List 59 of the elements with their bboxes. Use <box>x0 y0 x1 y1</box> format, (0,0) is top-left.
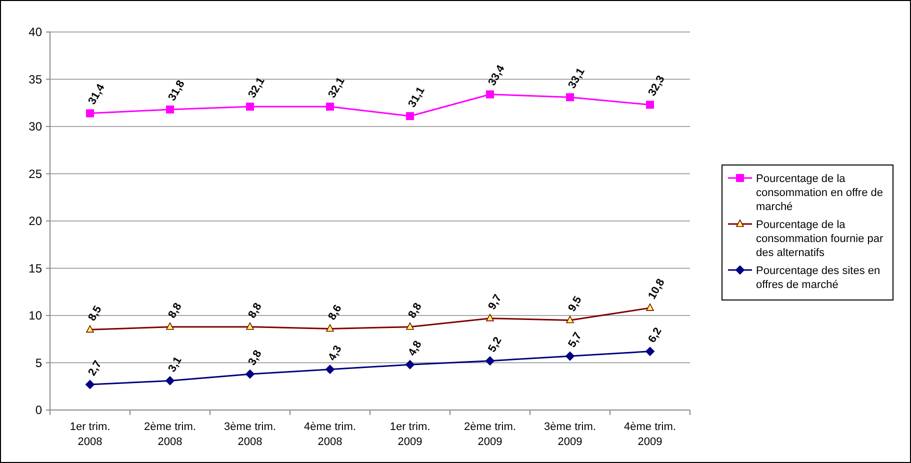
x-tick-label: 3ème trim. 2008 <box>224 421 276 448</box>
point <box>166 376 174 386</box>
point <box>646 346 654 356</box>
data-label: 8,8 <box>166 301 184 320</box>
y-tick-label: 15 <box>28 261 42 276</box>
y-tick-label: 35 <box>28 72 42 86</box>
data-label: 9,7 <box>486 292 504 312</box>
data-label: 8,5 <box>86 304 104 324</box>
point <box>246 370 254 379</box>
y-tick-label: 40 <box>28 25 42 39</box>
point <box>326 324 334 332</box>
x-tick-label: 3ème trim. 2009 <box>544 421 596 448</box>
data-label: 2,7 <box>86 358 104 378</box>
point <box>86 380 94 389</box>
x-tick-label: 4ème trim. 2009 <box>624 421 676 448</box>
point <box>406 360 414 370</box>
data-label: 8,6 <box>326 302 344 322</box>
point <box>326 102 334 111</box>
data-label: 8,8 <box>246 301 264 320</box>
y-tick-label: 25 <box>28 166 42 181</box>
data-label: 8,8 <box>406 301 424 320</box>
legend-label: Pourcentage de la consommation fournie par des alternatifs <box>756 219 884 259</box>
x-tick-label: 2ème trim. 2009 <box>464 421 516 448</box>
y-tick-label: 20 <box>28 214 42 228</box>
point <box>486 90 494 98</box>
legend-label: Pourcentage de la consommation en offre de marché <box>756 173 883 213</box>
y-tick-label: 0 <box>35 403 42 417</box>
data-label: 3,8 <box>246 348 264 368</box>
y-tick-label: 10 <box>28 308 42 322</box>
data-label: 9,5 <box>566 294 584 314</box>
point <box>246 102 254 111</box>
point <box>486 314 494 322</box>
data-label: 3,1 <box>166 354 184 374</box>
x-tick-label: 2ème trim. 2008 <box>144 421 196 448</box>
legend-label: Pourcentage des sites en offres de marché <box>756 265 880 291</box>
point <box>566 93 574 102</box>
x-tick-label: 1er trim. 2008 <box>70 421 110 448</box>
data-label: 5,2 <box>486 335 504 354</box>
point <box>646 100 654 109</box>
data-label: 6,2 <box>646 326 664 345</box>
y-tick-label: 5 <box>35 356 42 370</box>
point <box>166 105 174 114</box>
point <box>86 109 94 118</box>
point <box>166 322 174 330</box>
point <box>486 356 494 366</box>
data-label: 5,7 <box>566 330 584 350</box>
point <box>246 322 254 330</box>
x-tick-label: 1er trim. 2009 <box>390 421 430 448</box>
point <box>406 322 414 330</box>
x-tick-label: 4ème trim. 2008 <box>304 421 356 448</box>
point <box>326 364 334 374</box>
point <box>86 325 94 333</box>
point <box>406 112 414 120</box>
point <box>566 316 574 324</box>
point <box>566 352 574 361</box>
y-tick-label: 30 <box>28 120 42 134</box>
data-label: 4,3 <box>326 344 344 363</box>
point <box>646 304 654 311</box>
data-label: 4,8 <box>406 338 424 358</box>
